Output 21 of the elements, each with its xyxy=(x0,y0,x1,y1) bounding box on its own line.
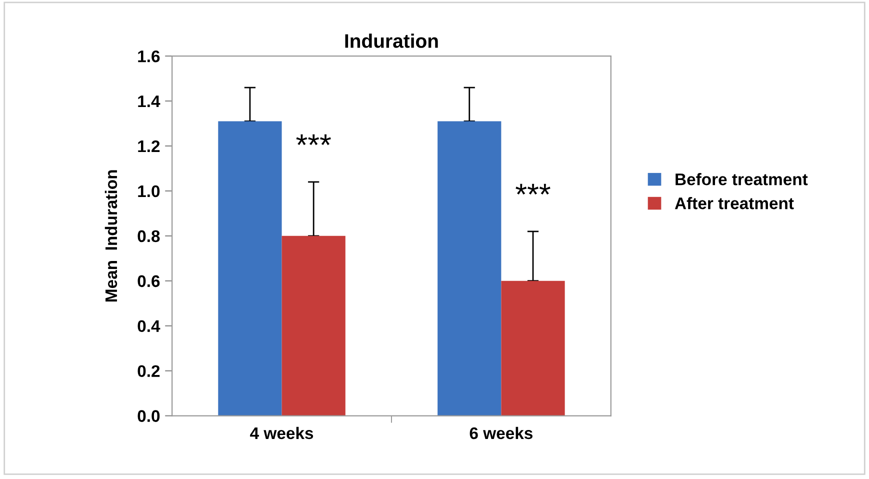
y-tick-label: 1.4 xyxy=(138,96,160,108)
y-tick-label: 1.2 xyxy=(138,140,160,152)
y-tick-label: 1.6 xyxy=(138,50,160,62)
chart-title: Induration xyxy=(345,34,438,48)
annotation: *** xyxy=(296,134,331,146)
annotation: *** xyxy=(516,184,550,195)
bar xyxy=(282,236,346,416)
y-tick-label: 0.6 xyxy=(138,275,160,288)
y-axis-title: Mean Induration xyxy=(104,170,118,302)
bar xyxy=(501,280,565,416)
bar xyxy=(438,121,502,416)
x-tick-label: 4 weeks xyxy=(250,426,314,440)
bar xyxy=(218,121,282,416)
x-tick-label: 6 weeks xyxy=(470,426,532,440)
y-tick-label: 1.0 xyxy=(138,185,160,198)
legend-label: Before treatment xyxy=(676,173,808,186)
y-tick-label: 0.8 xyxy=(138,230,160,242)
y-tick-label: 0.4 xyxy=(138,320,160,332)
y-tick-label: 0.0 xyxy=(138,410,160,422)
legend-label: After treatment xyxy=(674,196,794,210)
y-tick-label: 0.2 xyxy=(138,365,160,378)
